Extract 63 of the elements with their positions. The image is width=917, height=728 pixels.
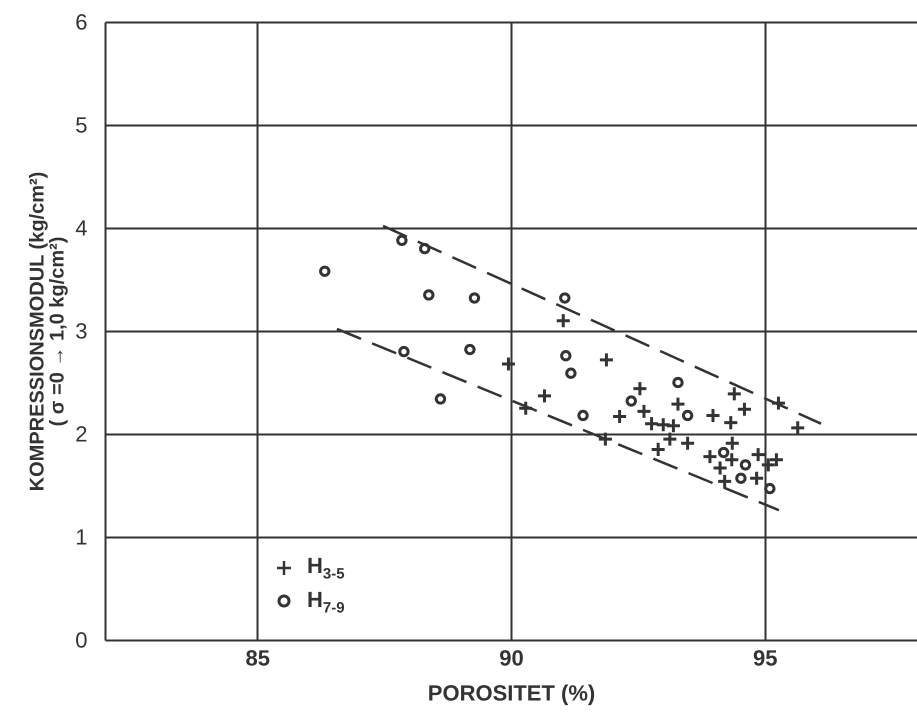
point xyxy=(736,401,752,418)
point xyxy=(423,289,434,301)
point xyxy=(724,435,740,452)
point xyxy=(722,414,739,431)
point xyxy=(434,393,446,405)
x-axis-title: POROSITET (%) xyxy=(428,680,596,706)
point xyxy=(748,470,765,486)
point xyxy=(672,376,684,388)
legend-label: H$_{7-9}$ xyxy=(307,586,345,616)
point xyxy=(636,403,652,420)
point xyxy=(662,431,678,448)
point xyxy=(319,266,330,277)
point xyxy=(559,292,570,304)
point xyxy=(760,456,776,473)
y-tick-label: 4 xyxy=(75,216,88,240)
point xyxy=(598,352,614,368)
point xyxy=(735,472,747,484)
point xyxy=(682,410,694,422)
point xyxy=(518,400,534,416)
point xyxy=(770,395,786,412)
x-tick-label: 85 xyxy=(246,646,270,670)
point xyxy=(555,312,572,329)
y-tick-label: 3 xyxy=(75,318,88,344)
point xyxy=(500,356,516,372)
point xyxy=(712,460,728,476)
point xyxy=(468,292,480,304)
point xyxy=(612,408,628,425)
point xyxy=(680,435,696,452)
point xyxy=(704,407,722,424)
point xyxy=(396,234,408,246)
point xyxy=(419,242,430,254)
point xyxy=(536,388,553,404)
point xyxy=(565,368,577,379)
point xyxy=(718,446,730,458)
point xyxy=(716,473,733,490)
y-tick-label: 1 xyxy=(75,524,88,550)
text: KOMPRESSIONSMODUL (kg/cm²) xyxy=(26,172,48,492)
point xyxy=(724,452,740,468)
x-tick-label: 90 xyxy=(499,646,524,670)
y-tick-label: 6 xyxy=(75,10,88,34)
legend-label: H$_{3-5}$ xyxy=(307,553,345,583)
point xyxy=(665,418,682,434)
x-tick-label: 95 xyxy=(753,646,778,670)
point xyxy=(398,346,410,358)
point xyxy=(670,396,686,412)
point xyxy=(577,410,589,422)
point xyxy=(764,482,776,494)
point xyxy=(740,459,752,471)
y-tick-label: 0 xyxy=(75,628,88,652)
point xyxy=(750,446,766,463)
point xyxy=(560,350,572,362)
point xyxy=(702,448,718,465)
point xyxy=(768,452,784,468)
point xyxy=(726,386,742,402)
point xyxy=(644,416,660,432)
y-tick-label: 5 xyxy=(75,112,88,138)
point xyxy=(655,416,672,433)
point xyxy=(464,344,476,356)
point xyxy=(632,380,648,397)
point xyxy=(626,395,637,407)
point xyxy=(650,441,666,458)
point xyxy=(597,431,614,448)
y-tick-label: 2 xyxy=(75,422,88,446)
